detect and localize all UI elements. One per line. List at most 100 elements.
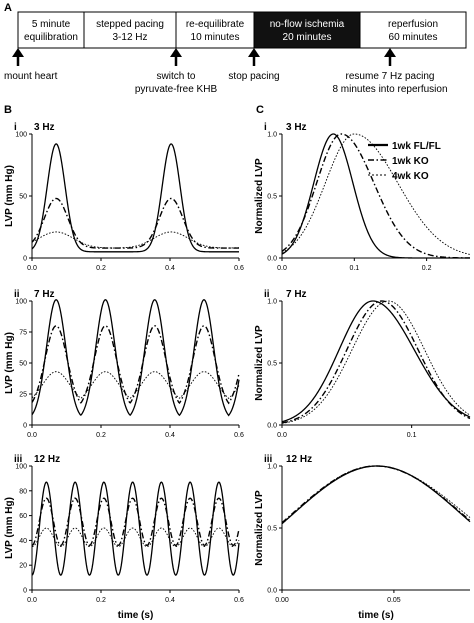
stage-label-1a: 5 minute [32, 19, 71, 30]
event-label-switch-a: switch to [157, 71, 196, 82]
x-tick-label: 0.05 [387, 597, 401, 604]
stage-label-3b: 10 minutes [191, 32, 240, 43]
y-tick-label: 0 [23, 423, 27, 430]
series-line-solid [31, 299, 240, 417]
y-tick-label: 1.0 [267, 464, 277, 471]
x-tick-label: 0.0 [27, 432, 37, 439]
event-label-resume-a: resume 7 Hz pacing [346, 71, 435, 82]
stage-box-re-equilibrate [175, 11, 255, 49]
event-arrow-mount [12, 48, 24, 66]
chart-biii: iii 12 Hz 0 20 40 60 80 100 0.0 0.2 0.4 0.6 LVP (mm … [4, 454, 244, 621]
y-tick-label: 0 [23, 588, 27, 595]
stage-label-5a: reperfusion [388, 19, 438, 30]
series-line-dotted [31, 231, 240, 249]
x-tick-label: 0.2 [96, 265, 106, 272]
x-tick-label: 0.0 [27, 597, 37, 604]
event-label-resume-b: 8 minutes into reperfusion [332, 84, 447, 95]
y-tick-label: 0.0 [267, 256, 277, 263]
series-line-dotted [31, 527, 240, 548]
x-tick-label: 0.2 [422, 265, 432, 272]
y-tick-label: 100 [15, 132, 27, 139]
y-axis-label: Normalized LVP [254, 325, 265, 401]
series-line-dotted [31, 371, 240, 399]
y-tick-label: 0.5 [267, 526, 277, 533]
x-tick-label: 0.6 [234, 432, 244, 439]
event-arrow-resume [384, 48, 396, 66]
panel-label-c: C [256, 104, 264, 116]
event-label-mount: mount heart [4, 71, 58, 82]
row-label: iii [264, 454, 273, 465]
stage-box-reperfusion [359, 11, 467, 49]
x-axis-label: time (s) [118, 610, 154, 621]
y-tick-label: 60 [19, 513, 27, 520]
row-label: i [14, 122, 17, 133]
legend-label-ko4: 4wk KO [392, 171, 429, 182]
x-tick-label: 0.4 [165, 432, 175, 439]
x-tick-label: 0.2 [96, 597, 106, 604]
y-axis-label: LVP (mm Hg) [4, 332, 15, 394]
chart-title: 7 Hz [34, 289, 55, 300]
x-tick-label: 0.6 [234, 265, 244, 272]
y-tick-label: 50 [19, 194, 27, 201]
plot-area: i 3 Hz 0 50 100 0.0 0.2 0.4 0.6 LVP (mm Hg) ii 7 Hz… [4, 122, 471, 621]
legend-label-ko1: 1wk KO [392, 156, 429, 167]
stage-label-1b: equilibration [24, 32, 78, 43]
series-line-dashdot [31, 197, 240, 249]
chart-ciii: iii 12 Hz 0.0 0.5 1.0 0.00 0.05 Normalized LVP t… [254, 454, 471, 621]
y-tick-label: 75 [19, 330, 27, 337]
chart-title: 3 Hz [286, 122, 307, 133]
chart-bii: ii 7 Hz 0 25 50 75 100 0.0 0.2 0.4 0.6 LVP (mm Hg) [4, 289, 244, 439]
y-tick-label: 100 [15, 464, 27, 471]
stage-box-stepped-pacing [83, 11, 177, 49]
x-tick-label: 0.4 [165, 597, 175, 604]
series-line-dashdot [281, 465, 471, 524]
stage-box-equilibration [17, 11, 85, 49]
y-tick-label: 80 [19, 488, 27, 495]
chart-title: 7 Hz [286, 289, 307, 300]
x-tick-label: 0.0 [277, 432, 287, 439]
protocol-timeline: 5 minute equilibration stepped pacing 3-… [4, 11, 467, 95]
x-tick-label: 0.00 [275, 597, 289, 604]
series-line-dashdot [31, 325, 240, 405]
chart-bi: i 3 Hz 0 50 100 0.0 0.2 0.4 0.6 LVP (mm Hg) [4, 122, 244, 272]
series-line-dotted [281, 465, 471, 525]
y-axis-label: LVP (mm Hg) [4, 497, 15, 559]
row-label: ii [264, 289, 270, 300]
stage-label-3a: re-equilibrate [186, 19, 245, 30]
legend: 1wk FL/FL 1wk KO 4wk KO [368, 141, 441, 182]
y-axis-label: LVP (mm Hg) [4, 165, 15, 227]
event-arrow-stop [248, 48, 260, 66]
y-tick-label: 20 [19, 563, 27, 570]
y-tick-label: 25 [19, 392, 27, 399]
stage-label-4a: no-flow ischemia [270, 19, 345, 30]
series-line-dashdot [281, 133, 470, 259]
x-tick-label: 0.0 [277, 265, 287, 272]
stage-label-5b: 60 minutes [389, 32, 438, 43]
y-tick-label: 40 [19, 538, 27, 545]
series-line-dotted [281, 133, 471, 255]
row-label: i [264, 122, 267, 133]
x-tick-label: 0.0 [27, 265, 37, 272]
y-tick-label: 0.0 [267, 588, 277, 595]
event-arrow-switch [170, 48, 182, 66]
event-label-stop: stop pacing [228, 71, 279, 82]
chart-ci: i 3 Hz 0.0 0.5 1.0 0.0 0.1 0.2 Normalized LVP [254, 122, 471, 272]
series-line-solid [281, 133, 470, 259]
legend-label-fl: 1wk FL/FL [392, 141, 441, 152]
panel-label-a: A [4, 2, 12, 14]
x-tick-label: 0.1 [407, 432, 417, 439]
y-tick-label: 0.0 [267, 423, 277, 430]
series-line-solid [31, 143, 239, 253]
stage-label-2b: 3-12 Hz [112, 32, 147, 43]
chart-title: 3 Hz [34, 122, 55, 133]
y-tick-label: 0.5 [267, 361, 277, 368]
series-line-dashdot [31, 497, 240, 547]
panel-label-b: B [4, 104, 12, 116]
series-line-dotted [281, 300, 471, 424]
x-axis-label: time (s) [358, 610, 394, 621]
chart-title: 12 Hz [34, 454, 60, 465]
event-label-switch-b: pyruvate-free KHB [135, 84, 218, 95]
y-tick-label: 0 [23, 256, 27, 263]
row-label: ii [14, 289, 20, 300]
